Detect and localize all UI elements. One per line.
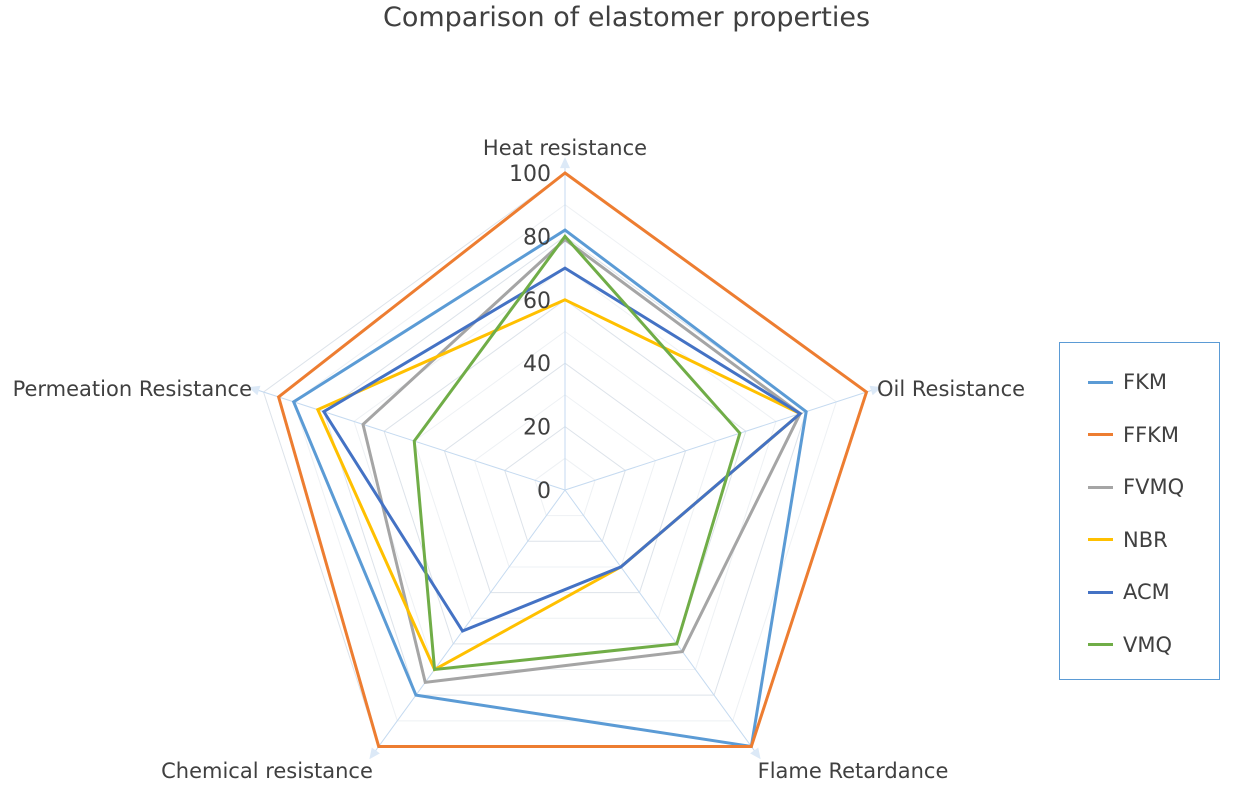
legend-label: ACM — [1123, 580, 1170, 604]
grid-ring — [504, 425, 626, 542]
radial-tick-label: 80 — [523, 225, 551, 250]
spoke-arrow — [750, 747, 761, 760]
grid-ring — [383, 299, 747, 645]
legend-item-ffkm: FFKM — [1088, 420, 1179, 450]
series-line-fkm — [291, 228, 808, 749]
grid-ring — [534, 457, 596, 517]
series-layer — [276, 171, 869, 749]
spoke-line — [371, 489, 566, 756]
grid-ring — [293, 204, 837, 722]
axis-label: Flame Retardance — [758, 759, 949, 783]
spoke-line — [564, 489, 759, 756]
legend-label: NBR — [1123, 527, 1168, 552]
radial-tick-label: 20 — [523, 416, 551, 441]
radial-tick-label: 100 — [509, 162, 551, 187]
chart-title: Comparison of elastomer properties — [382, 2, 871, 33]
spoke-line — [564, 388, 878, 491]
axis-label: Heat resistance — [483, 136, 647, 160]
spoke-line — [252, 388, 566, 491]
axis-label-layer: Heat resistance Oil Resistance Flame Retar… — [13, 136, 1025, 783]
spoke-arrow — [248, 385, 261, 396]
grid-ring — [413, 330, 717, 619]
legend-label: FFKM — [1123, 422, 1180, 447]
legend: FKM FFKM FVMQ NBR ACM VMQ — [1059, 342, 1220, 680]
legend-item-acm: ACM — [1088, 577, 1170, 607]
spoke-arrow — [369, 747, 380, 760]
radial-tick-label: 60 — [523, 289, 551, 314]
grid-ring — [353, 267, 777, 671]
spoke-arrow — [560, 157, 570, 169]
legend-item-fvmq: FVMQ — [1088, 472, 1184, 502]
series-line-ffkm — [276, 171, 869, 748]
tick-layer: 0 20 40 60 80 100 — [509, 162, 551, 504]
legend-item-fkm: FKM — [1088, 367, 1167, 397]
legend-swatch — [1088, 380, 1113, 384]
radial-tick-label: 40 — [523, 352, 551, 377]
legend-swatch — [1088, 538, 1113, 541]
legend-swatch — [1088, 590, 1113, 594]
series-line-fvmq — [361, 237, 803, 684]
legend-item-nbr: NBR — [1088, 525, 1168, 555]
grid-ring — [473, 394, 657, 568]
axis-label: Chemical resistance — [161, 759, 373, 783]
legend-swatch — [1088, 433, 1113, 436]
legend-label: FVMQ — [1123, 475, 1185, 499]
legend-swatch — [1088, 643, 1113, 646]
spoke-layer — [248, 157, 882, 760]
series-line-vmq — [412, 234, 742, 672]
axis-label: Oil Resistance — [877, 377, 1025, 401]
series-line-acm — [321, 266, 803, 633]
legend-item-vmq: VMQ — [1088, 630, 1172, 660]
grid-ring — [443, 362, 687, 594]
legend-label: FKM — [1123, 370, 1167, 394]
spoke-arrow — [869, 385, 882, 396]
radial-tick-label: 0 — [537, 479, 551, 504]
axis-label: Permeation Resistance — [13, 377, 252, 401]
legend-label: VMQ — [1123, 632, 1173, 657]
legend-swatch — [1088, 485, 1113, 489]
